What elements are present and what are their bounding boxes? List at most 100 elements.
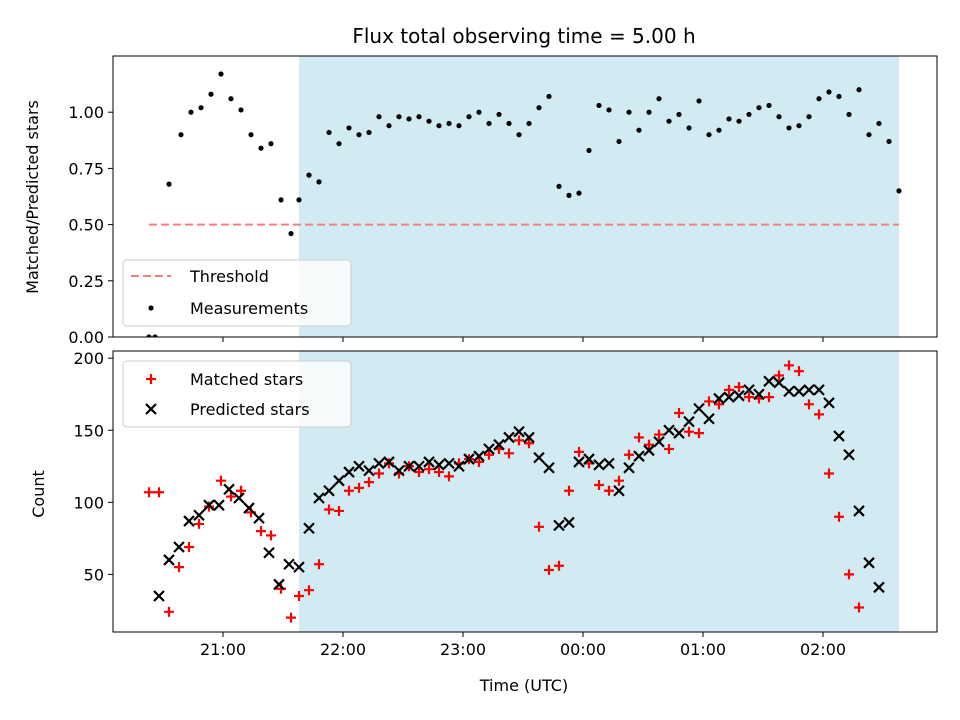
measurement-point	[736, 118, 742, 124]
measurement-point	[466, 114, 472, 120]
matched-star-point	[514, 435, 524, 446]
predicted-star-point	[243, 502, 255, 514]
predicted-star-point	[753, 388, 765, 401]
predicted-star-point	[743, 384, 755, 396]
matched-star-point	[634, 432, 644, 443]
measurement-point	[896, 188, 902, 194]
x-tick-label: 23:00	[440, 640, 486, 659]
predicted-star-point	[693, 402, 705, 415]
predicted-star-point	[493, 438, 505, 451]
matched-star-point	[814, 409, 824, 420]
matched-star-point	[764, 392, 774, 403]
measurement-point	[198, 105, 204, 111]
measurement-point	[796, 123, 802, 129]
measurement-point	[288, 230, 294, 237]
measurement-point	[566, 192, 572, 198]
predicted-star-point	[203, 499, 215, 511]
measurement-point	[152, 334, 158, 337]
predicted-star-point	[363, 464, 375, 477]
x-tick-label: 22:00	[320, 640, 366, 659]
threshold-legend-label: Threshold	[189, 267, 269, 286]
measurement-point	[696, 98, 702, 104]
predicted-star-point	[793, 385, 805, 398]
predicted-star-point	[713, 392, 725, 405]
matched-star-point	[644, 439, 654, 450]
measurement-point	[476, 109, 482, 115]
measurement-point	[238, 107, 244, 113]
measurement-point	[366, 129, 372, 136]
top-legend: Threshold Measurements	[122, 259, 352, 327]
predicted-star-point	[283, 558, 295, 571]
measurement-point	[846, 111, 852, 118]
measurement-point	[346, 125, 352, 131]
measurement-point	[776, 114, 782, 120]
matched-star-point	[444, 471, 454, 482]
matched-star-point	[164, 606, 174, 617]
measurement-point	[586, 147, 592, 154]
predicted-star-point	[783, 385, 795, 398]
predicted-star-point	[303, 522, 315, 535]
bottom-panel: 21:00 22:00 23:00 00:00 01:00 02:00 50 100 150 20…	[73, 349, 938, 659]
predicted-star-point	[153, 590, 165, 602]
matched-star-point	[194, 518, 204, 529]
matched-star-point	[664, 443, 674, 454]
predicted-star-point	[543, 461, 555, 474]
measurement-point	[436, 123, 442, 129]
measurement-point	[536, 105, 542, 111]
bottom-legend: Matched stars Predicted stars	[122, 360, 352, 428]
predicted-star-point	[773, 376, 785, 389]
predicted-star-point	[373, 457, 385, 470]
measurement-point	[456, 123, 462, 129]
predicted-star-point	[333, 474, 345, 487]
predicted-star-point	[173, 541, 185, 553]
matched-star-point	[804, 399, 814, 410]
matched-star-point	[484, 449, 494, 460]
measurements-legend-label: Measurements	[190, 299, 308, 318]
measurement-point	[336, 141, 342, 147]
matched-star-point	[434, 467, 444, 478]
predicted-star-point	[513, 425, 525, 438]
measurement-point	[268, 141, 274, 147]
measurement-point	[278, 197, 284, 203]
predicted-star-point	[383, 456, 395, 468]
predicted-star-point	[833, 430, 845, 442]
measurement-point	[208, 91, 214, 97]
measurement-point	[786, 125, 792, 131]
predicted-star-point	[563, 516, 575, 529]
bottom-shaded-region	[299, 351, 899, 632]
measurement-point	[766, 102, 772, 109]
top-shaded-region	[299, 56, 899, 337]
top-y-tick-label: 0.00	[68, 328, 104, 347]
predicted-star-point	[413, 460, 425, 473]
bottom-y-axis-label: Count	[29, 470, 48, 518]
measurement-point	[646, 109, 652, 115]
matched-star-point	[414, 467, 424, 478]
matched-star-point	[236, 485, 246, 496]
matched-star-point	[344, 485, 354, 496]
matched-legend-swatch	[146, 374, 156, 384]
measurement-point	[686, 125, 692, 131]
matched-star-point	[294, 590, 304, 601]
predicted-star-point	[613, 485, 625, 497]
measurement-point	[496, 111, 502, 118]
matched-star-point	[694, 428, 704, 439]
predicted-star-point	[673, 427, 685, 439]
matched-star-point	[674, 407, 684, 418]
predicted-star-point	[503, 431, 515, 444]
measurement-point	[716, 127, 722, 133]
top-y-tick-label: 0.50	[68, 216, 104, 235]
matched-star-point	[564, 485, 574, 496]
predicted-star-point	[603, 457, 615, 470]
predicted-star-point	[183, 515, 195, 527]
predicted-star-point	[253, 512, 265, 524]
matched-star-point	[654, 429, 664, 440]
predicted-star-point	[293, 561, 305, 573]
predicted-star-point	[823, 397, 835, 409]
chart-title: Flux total observing time = 5.00 h	[352, 24, 695, 48]
measurement-point	[756, 105, 762, 111]
matched-star-point	[304, 585, 314, 596]
matched-star-point	[424, 464, 434, 475]
measurement-point	[296, 197, 302, 203]
predicted-star-point	[573, 456, 585, 468]
